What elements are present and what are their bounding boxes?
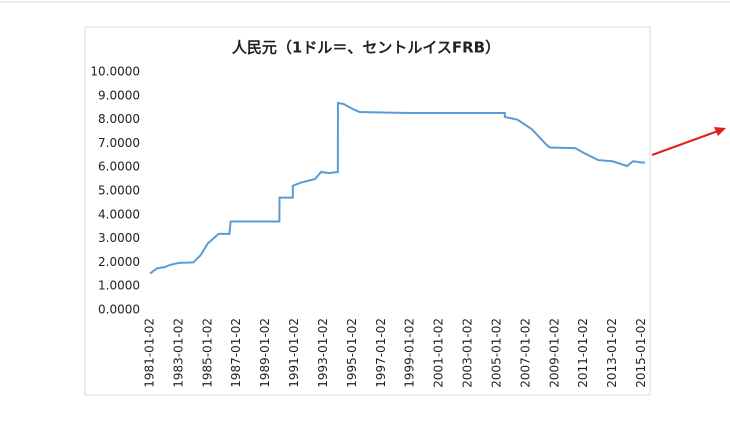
x-tick-label: 2003-01-02 [461,318,475,388]
arrow-head [714,127,726,136]
x-tick-label: 1997-01-02 [374,318,388,388]
x-tick-label: 2013-01-02 [605,318,619,388]
x-tick-label: 2001-01-02 [432,318,446,388]
y-tick-label: 7.0000 [98,136,140,150]
y-tick-label: 3.0000 [98,231,140,245]
data-line [149,101,645,275]
x-tick-label: 1981-01-02 [143,318,157,388]
x-tick-label: 2009-01-02 [547,318,561,388]
arrow [651,130,719,156]
x-tick-label: 2007-01-02 [518,318,532,388]
y-tick-label: 1.0000 [98,279,140,293]
x-tick-label: 1983-01-02 [171,318,185,388]
x-tick-label: 1999-01-02 [403,318,417,388]
x-tick-label: 2011-01-02 [576,318,590,388]
y-tick-label: 0.0000 [98,303,140,317]
x-tick-label: 2005-01-02 [489,318,503,388]
y-tick-label: 8.0000 [98,112,140,126]
x-tick-label: 1991-01-02 [287,318,301,388]
y-tick-label: 2.0000 [98,255,140,269]
x-tick-label: 1993-01-02 [316,318,330,388]
x-tick-label: 1995-01-02 [345,318,359,388]
chart-title: 人民元（1ドル＝、セントルイスFRB） [232,39,500,57]
y-tick-label: 5.0000 [98,184,140,198]
y-tick-label: 4.0000 [98,207,140,221]
x-tick-label: 1989-01-02 [258,318,272,388]
y-tick-label: 6.0000 [98,160,140,174]
x-tick-label: 1987-01-02 [229,318,243,388]
chart-frame [84,26,651,396]
x-tick-label: 2015-01-02 [634,318,648,388]
x-tick-label: 1985-01-02 [200,318,214,388]
y-tick-label: 10.0000 [90,65,140,79]
y-tick-label: 9.0000 [98,88,140,102]
